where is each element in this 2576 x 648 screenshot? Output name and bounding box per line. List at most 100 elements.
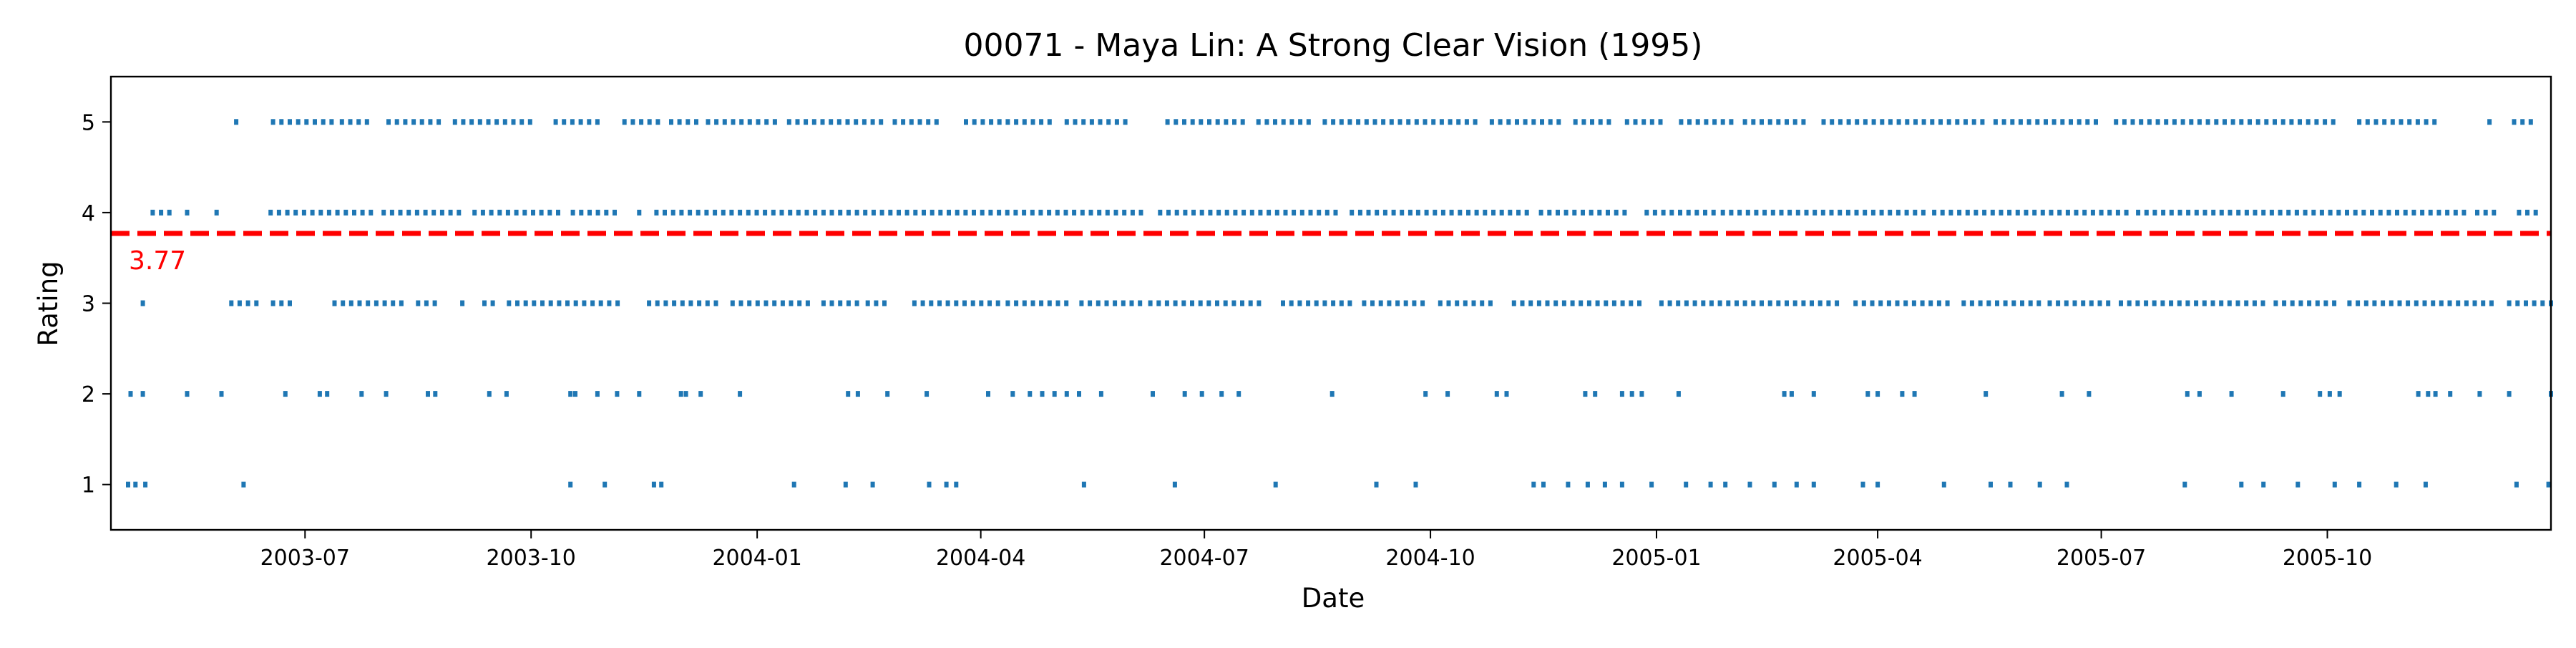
rating-point <box>2115 209 2120 216</box>
rating-point <box>1080 209 1085 216</box>
rating-point <box>647 119 652 125</box>
rating-point <box>972 119 977 125</box>
rating-point <box>2432 119 2437 125</box>
rating-point <box>1904 209 1909 216</box>
rating-point <box>2386 209 2391 216</box>
rating-point <box>140 391 145 397</box>
rating-point <box>2097 300 2102 306</box>
rating-point <box>1231 300 1236 306</box>
rating-point <box>1870 209 1875 216</box>
rating-point <box>159 209 164 216</box>
rating-point <box>1581 119 1586 125</box>
rating-point <box>1955 119 1960 125</box>
rating-point <box>1945 300 1950 306</box>
rating-point <box>1382 209 1387 216</box>
rating-point <box>1241 209 1246 216</box>
rating-point <box>1207 119 1211 125</box>
rating-point <box>469 119 474 125</box>
rating-point <box>1729 209 1734 216</box>
rating-point <box>489 209 494 216</box>
rating-point <box>1547 209 1552 216</box>
rating-point <box>2085 119 2090 125</box>
rating-point <box>587 119 592 125</box>
rating-point <box>926 119 931 125</box>
rating-point <box>2169 209 2174 216</box>
rating-point <box>1190 300 1194 306</box>
rating-point <box>2345 209 2349 216</box>
rating-point <box>930 209 935 216</box>
rating-point <box>1989 481 1993 488</box>
rating-point <box>2261 209 2266 216</box>
rating-point <box>963 209 968 216</box>
rating-point <box>937 300 942 306</box>
rating-point <box>2235 300 2240 306</box>
rating-point <box>1978 300 1983 306</box>
rating-point <box>2315 300 2320 306</box>
rating-point <box>1264 119 1269 125</box>
rating-point <box>1999 209 2004 216</box>
rating-point <box>934 119 939 125</box>
rating-point <box>2107 209 2112 216</box>
rating-point <box>1164 300 1169 306</box>
rating-point <box>1540 119 1544 125</box>
rating-point <box>677 119 682 125</box>
rating-point <box>615 300 620 306</box>
rating-point <box>2477 391 2482 397</box>
rating-point <box>1331 300 1336 306</box>
rating-point <box>1181 300 1186 306</box>
rating-point <box>2244 300 2249 306</box>
rating-point <box>862 119 867 125</box>
rating-point <box>1400 209 1405 216</box>
rating-point <box>2032 209 2037 216</box>
rating-point <box>482 300 487 306</box>
mean-rating-line-group: 3.77 <box>111 231 2551 276</box>
rating-point <box>325 391 330 397</box>
rating-point <box>150 209 155 216</box>
rating-point <box>2037 481 2042 488</box>
rating-point <box>426 391 430 397</box>
rating-point <box>1357 209 1362 216</box>
rating-point <box>369 209 374 216</box>
rating-point <box>595 209 600 216</box>
rating-point <box>1199 209 1204 216</box>
rating-point <box>1639 391 1644 397</box>
rating-point <box>1762 209 1767 216</box>
rating-point <box>1961 300 1966 306</box>
rating-point <box>1183 209 1188 216</box>
rating-point <box>1498 119 1503 125</box>
rating-point <box>1932 209 1937 216</box>
rating-point <box>1789 391 1794 397</box>
rating-point <box>845 119 850 125</box>
rating-point <box>2280 391 2285 397</box>
rating-point <box>738 391 743 397</box>
rating-point <box>1165 119 1170 125</box>
rating-point <box>904 209 909 216</box>
rating-point <box>1649 481 1654 488</box>
rating-point <box>721 209 726 216</box>
rating-point <box>2294 209 2299 216</box>
rating-point <box>607 300 612 306</box>
rating-point <box>480 209 485 216</box>
rating-point <box>731 119 736 125</box>
rating-point <box>1941 481 1946 488</box>
rating-point <box>2127 300 2132 306</box>
rating-point <box>1333 209 1338 216</box>
rating-point <box>1064 391 1069 397</box>
rating-point <box>1172 481 1177 488</box>
rating-point <box>1350 209 1355 216</box>
rating-point <box>1114 119 1119 125</box>
x-tick-label: 2004-04 <box>936 546 1025 571</box>
rating-point <box>511 119 516 125</box>
rating-point <box>1494 391 1499 397</box>
rating-point <box>2059 391 2064 397</box>
rating-point <box>1984 391 1989 397</box>
rating-point <box>1794 481 1799 488</box>
rating-point <box>1767 300 1772 306</box>
rating-point <box>754 209 759 216</box>
rating-point <box>1455 300 1460 306</box>
rating-point <box>2180 119 2185 125</box>
rating-point <box>1224 119 1229 125</box>
rating-point <box>987 300 992 306</box>
rating-point <box>714 119 719 125</box>
rating-point <box>1678 209 1682 216</box>
